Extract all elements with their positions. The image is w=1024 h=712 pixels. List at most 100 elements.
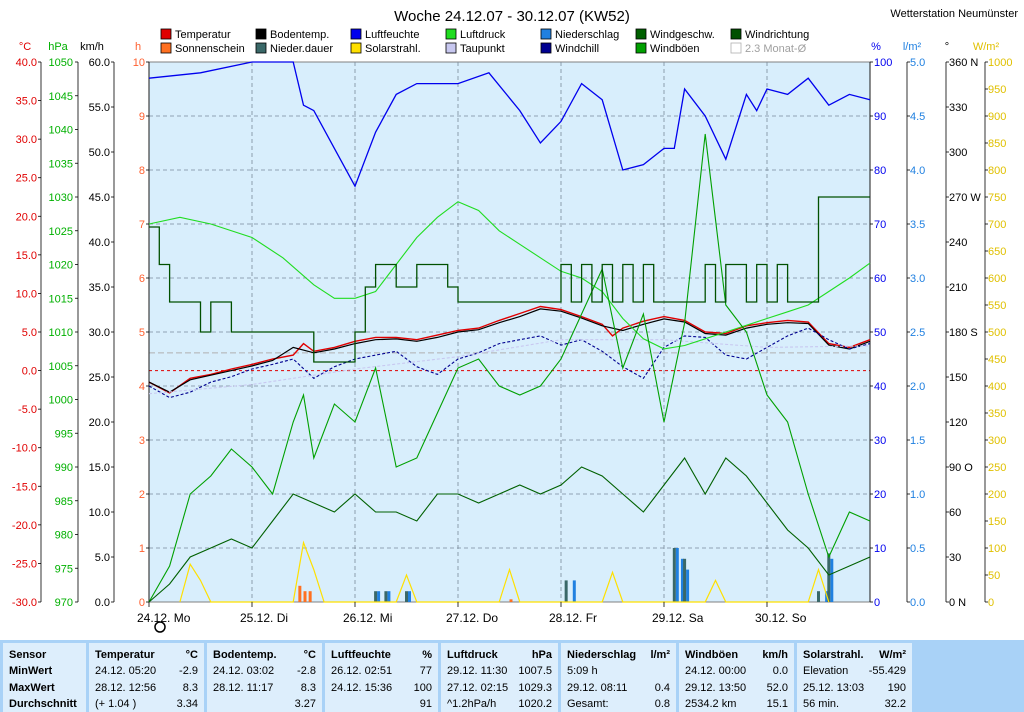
chart-legend: Temperatur Sonnenschein Bodentemp. Nieder.d…	[160, 28, 809, 55]
station-name: Wetterstation Neumünster	[890, 8, 1018, 20]
bar-sonnenschein	[298, 585, 302, 602]
axis-tick-pressure: 1030	[49, 192, 73, 204]
axis-tick-direction: 150	[949, 372, 967, 384]
axis-tick-wind: 30.0	[89, 327, 110, 339]
legend-label: Solarstrahl.	[365, 43, 421, 55]
axis-tick-direction: 30	[949, 552, 961, 564]
axis-tick-humidity: 20	[874, 489, 886, 501]
legend-swatch	[635, 42, 647, 54]
axis-tick-wind: 35.0	[89, 282, 110, 294]
stats-time: (+ 1.04 )	[95, 697, 137, 710]
axis-tick-rain: 0.5	[910, 543, 925, 555]
stats-panel-luftfeuchte: Luftfeuchte% 26.12. 02:51 77 24.12. 15:36 10…	[325, 643, 438, 712]
legend-swatch	[540, 28, 552, 40]
legend-label: Sonnenschein	[175, 43, 245, 55]
stats-panel-luftdruck: Luftdruck hPa 29.12. 11:30 1007.5 27.12. 02:…	[441, 643, 558, 712]
axis-tick-solar: 400	[988, 381, 1006, 393]
axis-tick-rain: 5.0	[910, 57, 925, 69]
statistics-table: Sensor MinWert MaxWert Durchschnitt Temperat…	[0, 640, 1024, 712]
axis-tick-direction: 240	[949, 237, 967, 249]
stats-header: Windböen km/h	[685, 647, 788, 663]
legend-label: Bodentemp.	[270, 29, 329, 41]
stats-value: 8.3	[300, 681, 316, 694]
axis-tick-wind: 20.0	[89, 417, 110, 429]
axis-tick-humidity: 80	[874, 165, 886, 177]
series-line-luftdruck	[148, 201, 871, 350]
x-tick-label: 25.12. Di	[240, 611, 288, 625]
stats-row-label: MinWert	[9, 665, 53, 678]
axis-tick-humidity: 50	[874, 327, 886, 339]
legend-swatch	[160, 28, 172, 40]
legend-swatch	[730, 42, 742, 54]
stats-time: Gesamt:	[567, 697, 609, 710]
series-line-taupunkt	[148, 339, 871, 395]
series-line-luftfeuchte	[148, 61, 871, 188]
stats-unit: W/m²	[879, 649, 906, 661]
x-tick-label: 30.12. So	[755, 611, 807, 625]
stats-row: 24.12. 15:36 100	[331, 680, 432, 696]
time-marker-icon[interactable]	[154, 621, 166, 633]
axis-unit-solar: W/m²	[973, 41, 1000, 53]
axis-tick-solar: 650	[988, 246, 1006, 258]
stats-panel-windb-en: Windböen km/h 24.12. 00:00 0.0 29.12. 13:50 5…	[679, 643, 794, 712]
stats-header: Solarstrahl. W/m²	[803, 647, 906, 663]
axis-tick-wind: 45.0	[89, 192, 110, 204]
bar-sonnenschein	[308, 591, 312, 602]
axis-tick-pressure: 1045	[49, 91, 73, 103]
stats-row: 27.12. 02:15 1029.3	[447, 680, 552, 696]
axis-tick-pressure: 1015	[49, 293, 73, 305]
legend-swatch	[540, 42, 552, 54]
axis-tick-wind: 40.0	[89, 237, 110, 249]
stats-header: Bodentemp. °C	[213, 647, 316, 663]
stats-unit: °C	[185, 649, 198, 661]
stats-row: 5:09 h	[567, 663, 670, 679]
axis-tick-solar: 50	[988, 570, 1000, 582]
legend-swatch	[445, 28, 457, 40]
stats-time: 24.12. 05:20	[95, 665, 157, 678]
axis-tick-direction: 270 W	[949, 192, 981, 204]
axis-tick-hours: 2	[139, 489, 145, 501]
axis-tick-wind: 10.0	[89, 507, 110, 519]
axis-tick-direction: 0 N	[949, 597, 966, 609]
stats-row: Elevation -55.429	[803, 663, 906, 679]
axis-tick-direction: 210	[949, 282, 967, 294]
legend-label: Windrichtung	[745, 29, 809, 41]
stats-panel-bodentemp-: Bodentemp. °C 24.12. 03:02 -2.8 28.12. 11:17…	[207, 643, 322, 712]
axis-tick-pressure: 1040	[49, 125, 73, 137]
axis-tick-humidity: 10	[874, 543, 886, 555]
legend-swatch	[350, 28, 362, 40]
x-tick-label: 27.12. Do	[446, 611, 498, 625]
axis-tick-hours: 1	[139, 543, 145, 555]
stats-row: 24.12. 03:02 -2.8	[213, 663, 316, 679]
stats-value: 0.0	[772, 665, 788, 678]
axis-tick-humidity: 70	[874, 219, 886, 231]
axis-tick-solar: 300	[988, 435, 1006, 447]
legend-label: Luftdruck	[460, 29, 506, 41]
legend-label: Windchill	[555, 43, 599, 55]
stats-time: 2534.2 km	[685, 697, 737, 710]
stats-title: Windböen	[685, 649, 739, 661]
axis-tick-solar: 1000	[988, 57, 1012, 69]
stats-header: Luftfeuchte%	[331, 647, 432, 663]
stats-value: 1020.2	[518, 697, 552, 710]
axis-tick-hours: 3	[139, 435, 145, 447]
axis-tick-wind: 60.0	[89, 57, 110, 69]
stats-title: Sensor	[9, 649, 47, 661]
bar-niederschlag	[377, 591, 381, 602]
x-tick-label: 24.12. Mo	[137, 611, 191, 625]
bar-sonnenschein	[303, 591, 307, 602]
series-line-windgeschw-	[148, 457, 871, 603]
stats-time: 5:09 h	[567, 665, 598, 678]
axis-tick-solar: 500	[988, 327, 1006, 339]
axis-tick-wind: 5.0	[95, 552, 110, 564]
stats-row: 2534.2 km 15.1	[685, 696, 788, 712]
axis-tick-hours: 0	[139, 597, 145, 609]
stats-row: ^1.2hPa/h 1020.2	[447, 696, 552, 712]
stats-value: 1029.3	[518, 681, 552, 694]
axis-tick-solar: 950	[988, 84, 1006, 96]
legend-swatch	[635, 28, 647, 40]
axis-tick-solar: 250	[988, 462, 1006, 474]
axis-tick-pressure: 1000	[49, 395, 73, 407]
axis-unit-direction: °	[945, 41, 949, 53]
stats-panel-solarstrahl-: Solarstrahl. W/m² Elevation -55.429 25.12. 1…	[797, 643, 912, 712]
